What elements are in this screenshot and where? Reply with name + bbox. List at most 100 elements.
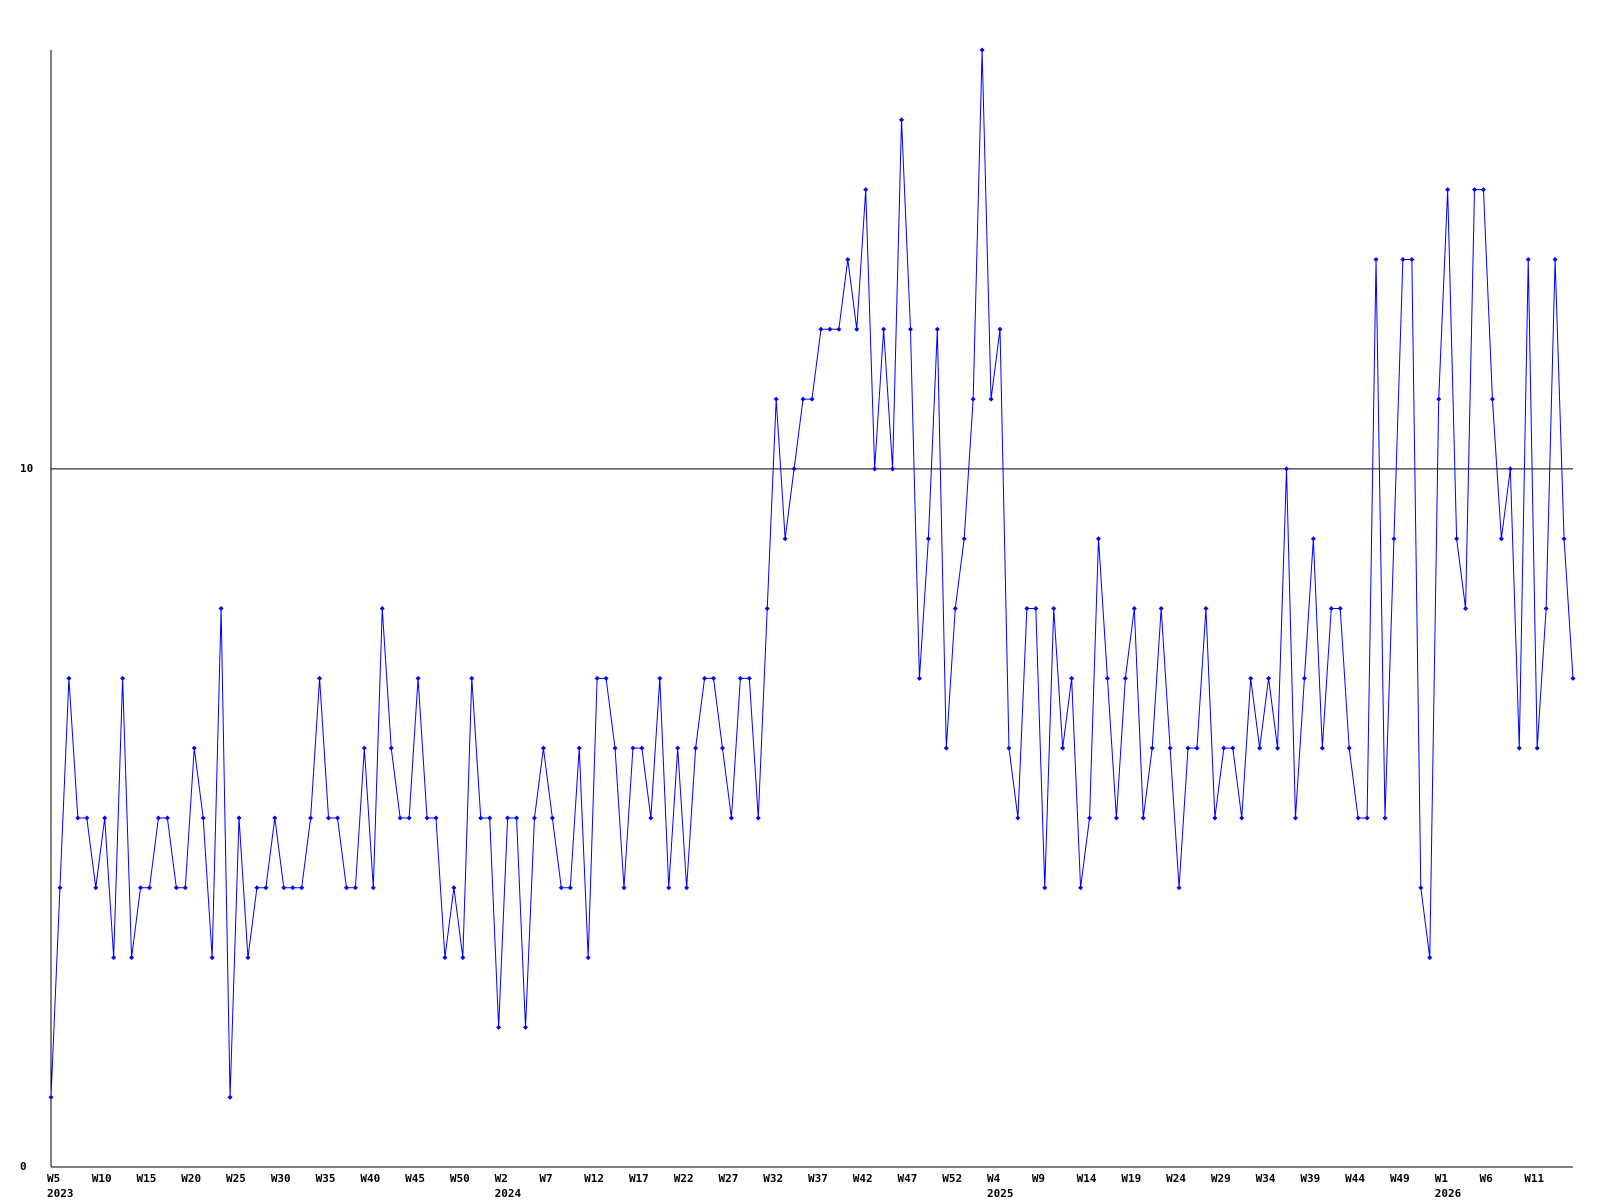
point (334, 815, 340, 821)
point (1167, 745, 1173, 751)
x-tick-label: W25 (226, 1172, 246, 1185)
x-tick-label: W50 (450, 1172, 470, 1185)
point (666, 885, 672, 891)
point (1319, 745, 1325, 751)
point (800, 396, 806, 402)
point (1176, 885, 1182, 891)
x-tick-label: W5 (47, 1172, 60, 1185)
point (102, 815, 108, 821)
point (648, 815, 654, 821)
point (1355, 815, 1361, 821)
point (1140, 815, 1146, 821)
x-tick-label: W52 (942, 1172, 962, 1185)
point (424, 815, 430, 821)
point (1069, 675, 1075, 681)
point (1310, 536, 1316, 542)
point (164, 815, 170, 821)
point (1543, 606, 1549, 611)
x-tick-label: W37 (808, 1172, 828, 1185)
point (836, 326, 842, 332)
point (1445, 187, 1451, 193)
x-tick-label: W32 (763, 1172, 783, 1185)
x-tick-label: W14 (1077, 1172, 1097, 1185)
point (1436, 396, 1442, 402)
point (845, 256, 851, 262)
x-tick-label: W29 (1211, 1172, 1231, 1185)
point (451, 885, 457, 891)
point (352, 885, 358, 891)
point (1087, 815, 1093, 821)
point (773, 396, 779, 402)
point (1239, 815, 1245, 821)
point (1463, 606, 1469, 611)
point (1525, 256, 1531, 262)
point (594, 675, 600, 681)
point (523, 1024, 529, 1030)
point (406, 815, 412, 821)
point (1418, 885, 1424, 891)
point (1516, 745, 1522, 751)
point (890, 466, 896, 472)
point (1266, 675, 1272, 681)
point (308, 815, 314, 821)
x-tick-label: W45 (405, 1172, 425, 1185)
point (952, 606, 958, 611)
point (75, 815, 81, 821)
x-year-label: 2026 (1435, 1187, 1462, 1200)
point (1203, 606, 1209, 611)
point (746, 675, 752, 681)
point (1095, 536, 1101, 542)
point (943, 745, 949, 751)
point (630, 745, 636, 751)
point (1480, 187, 1486, 193)
point (612, 745, 618, 751)
x-tick-label: W40 (360, 1172, 380, 1185)
point (299, 885, 305, 891)
point (1472, 187, 1478, 193)
point (1230, 745, 1236, 751)
point (1534, 745, 1540, 751)
y-tick-label: 10 (20, 462, 33, 475)
point (755, 815, 761, 821)
point (1337, 606, 1343, 611)
point (66, 675, 72, 681)
point (1301, 675, 1307, 681)
x-tick-label: W24 (1166, 1172, 1186, 1185)
point (173, 885, 179, 891)
x-tick-label: W22 (674, 1172, 694, 1185)
point (1498, 536, 1504, 542)
point (1292, 815, 1298, 821)
point (1382, 815, 1388, 821)
point (48, 1094, 54, 1100)
point (370, 885, 376, 891)
x-tick-label: W19 (1121, 1172, 1141, 1185)
point (1373, 256, 1379, 262)
x-tick-label: W49 (1390, 1172, 1410, 1185)
point (1006, 745, 1012, 751)
point (585, 955, 591, 961)
point (388, 745, 394, 751)
point (907, 326, 913, 332)
x-tick-label: W12 (584, 1172, 604, 1185)
point (191, 745, 197, 751)
point (1131, 606, 1137, 611)
point (397, 815, 403, 821)
point (899, 117, 905, 123)
point (558, 885, 564, 891)
point (433, 815, 439, 821)
point (1454, 536, 1460, 542)
point (881, 326, 887, 332)
point (478, 815, 484, 821)
point (218, 606, 224, 611)
point (361, 745, 367, 751)
point (737, 675, 743, 681)
point (1284, 466, 1290, 472)
point (120, 675, 126, 681)
point (1328, 606, 1334, 611)
point (540, 745, 546, 751)
x-tick-label: W6 (1479, 1172, 1493, 1185)
point (245, 955, 251, 961)
point (1158, 606, 1164, 611)
point (576, 745, 582, 751)
point (57, 885, 63, 891)
